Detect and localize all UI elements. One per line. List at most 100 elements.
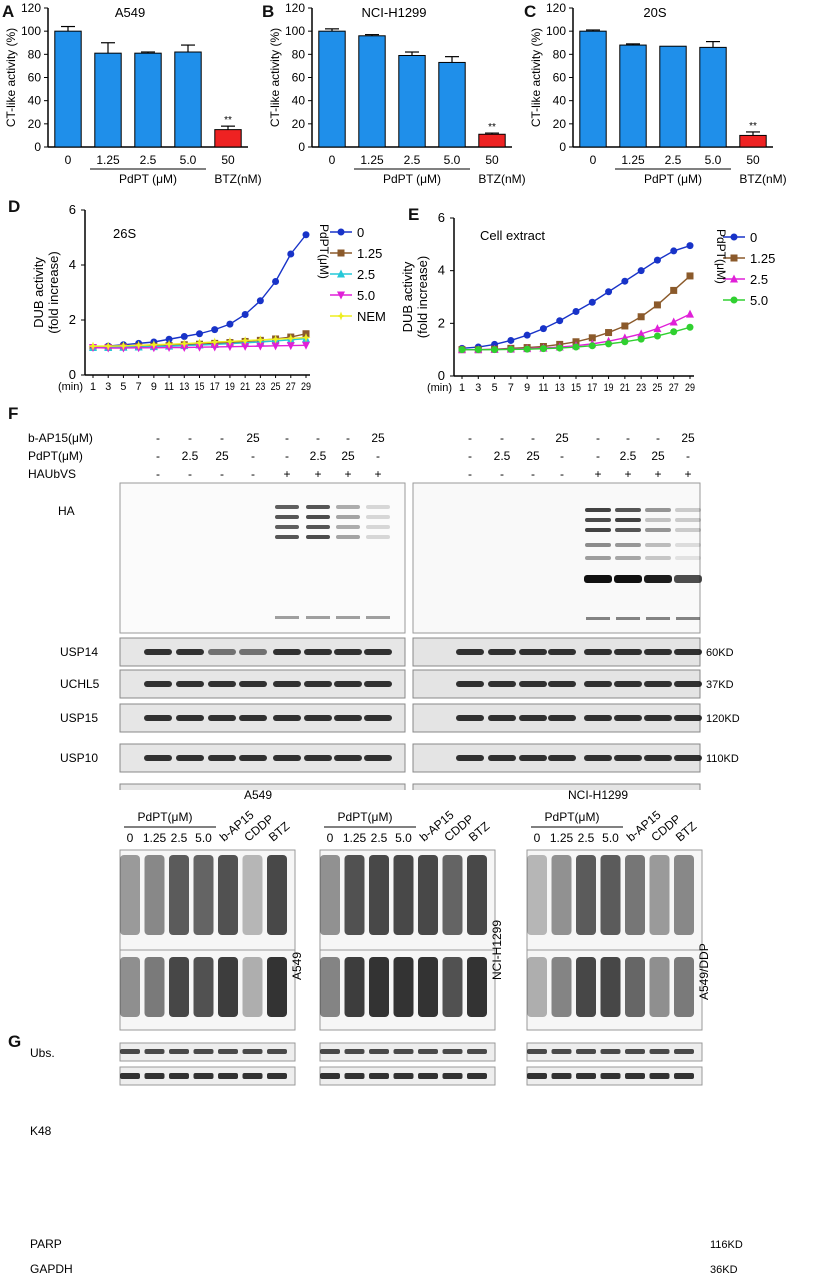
k48-smear (120, 957, 140, 1017)
ha-band (615, 528, 641, 532)
k48-smear (418, 957, 438, 1017)
ha-band (275, 515, 299, 519)
blot-band (239, 755, 267, 761)
blot-band (304, 649, 332, 655)
ha-band (585, 556, 611, 560)
blot-band (364, 755, 392, 761)
ha-band (616, 617, 640, 620)
x-tick-label: 2.5 (404, 153, 421, 167)
ha-band (615, 508, 641, 512)
blot-band (144, 755, 172, 761)
data-point (225, 336, 235, 346)
ha-band (336, 535, 360, 539)
treatment-mark: - (251, 449, 255, 463)
ubs-smear (418, 855, 438, 935)
treatment-mark: + (283, 467, 290, 481)
kd-label: 37KD (706, 679, 734, 691)
protein-label: USP10 (60, 751, 98, 765)
blot-band (176, 755, 204, 761)
parp-band (418, 1049, 438, 1054)
data-point (286, 333, 296, 343)
y-tick-label: 20 (292, 117, 306, 131)
x-unit-label: (min) (58, 381, 83, 393)
blot-band (273, 755, 301, 761)
x-tick-label: 0 (65, 153, 72, 167)
k48-smear (344, 957, 365, 1017)
data-point (730, 233, 738, 241)
ha-blot-right (412, 482, 701, 634)
blot-band (176, 649, 204, 655)
treatment-mark: - (656, 431, 660, 445)
legend-label: 2.5 (750, 272, 768, 287)
data-point (686, 272, 694, 280)
legend-label: 5.0 (750, 293, 768, 308)
parp-band (393, 1049, 414, 1054)
ha-band (336, 515, 360, 519)
blot-band (456, 649, 484, 655)
x-tick-label: 50 (221, 153, 235, 167)
treatment-mark: - (596, 449, 600, 463)
gapdh-band (576, 1073, 596, 1079)
y-tick-label: 120 (546, 1, 566, 15)
panel-label-e: E (408, 205, 420, 224)
line-chart-d: 0 2 4 6 DUB activity (fold increase) 26S (min) 1… (31, 202, 386, 393)
ubs-smear (218, 855, 238, 935)
ha-band (275, 616, 299, 619)
blot-band (456, 755, 484, 761)
data-point (164, 339, 174, 349)
y-tick-label: 0 (34, 140, 41, 154)
bar (478, 133, 506, 148)
protein-label: UCHL5 (60, 677, 100, 691)
ha-band (585, 508, 611, 512)
treatment-mark: - (156, 467, 160, 481)
protein-label: USP14 (60, 645, 98, 659)
x-tick-label: 5 (492, 382, 498, 394)
x-tick-label: 1.25 (96, 153, 120, 167)
lane-label: 1.25 (343, 831, 367, 845)
ha-band (306, 535, 330, 539)
x-tick-label: 2.5 (665, 153, 682, 167)
data-point (271, 342, 280, 351)
data-point (134, 340, 144, 350)
legend-title: PdPT(μM) (714, 229, 728, 284)
ubs-smear (527, 855, 547, 935)
data-point (637, 267, 645, 275)
blot-band (144, 715, 172, 721)
blot-box-left (119, 783, 406, 790)
y-axis-label: CT-like activity (%) (4, 28, 18, 127)
bar (619, 44, 647, 148)
ha-band (306, 616, 330, 619)
blot-band (584, 715, 612, 721)
lane-label: 2.5 (578, 831, 595, 845)
blot-band (548, 681, 576, 687)
gapdh-band (120, 1073, 140, 1079)
blot-group-1: PdPT(μM)0 1.25 2.5 5.0 b-AP15CDDPBTZNCI-H129… (319, 808, 504, 1086)
chart-title: 20S (643, 5, 666, 20)
treatment-mark: + (684, 467, 691, 481)
data-point (653, 332, 661, 340)
data-point (180, 333, 188, 340)
ha-band (645, 543, 671, 547)
y-tick-label: 40 (292, 94, 306, 108)
x-tick-label: 13 (179, 381, 189, 393)
gapdh-band (674, 1073, 694, 1079)
x-tick-label: 21 (240, 381, 250, 393)
bar (214, 129, 242, 148)
k48-smear (218, 957, 238, 1017)
ha-band (585, 518, 611, 522)
treatment-mark: - (531, 467, 535, 481)
y-tick-label: 20 (28, 117, 42, 131)
x-tick-label: 21 (620, 382, 630, 394)
bar (94, 52, 122, 148)
row-label-k48: K48 (30, 1124, 52, 1138)
data-point (301, 333, 311, 343)
treatment-mark: - (346, 431, 350, 445)
significance-mark: ** (488, 122, 496, 133)
data-point (210, 343, 219, 352)
ubs-smear (467, 855, 487, 935)
legend-title: PdPT(μM) (317, 224, 331, 279)
ubs-smear (242, 855, 263, 935)
ha-band (275, 535, 299, 539)
y-tick-label: 40 (553, 94, 567, 108)
